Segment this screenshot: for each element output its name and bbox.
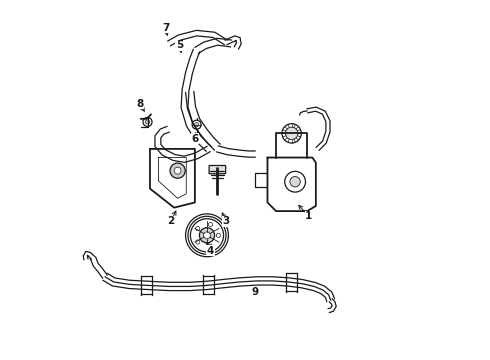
Text: 5: 5 [176, 40, 183, 50]
Text: 1: 1 [305, 211, 313, 221]
Text: 9: 9 [252, 287, 259, 297]
Text: 6: 6 [191, 134, 198, 144]
Circle shape [196, 240, 200, 244]
Text: 3: 3 [222, 216, 230, 226]
Text: 8: 8 [136, 99, 143, 109]
Circle shape [170, 163, 185, 178]
Circle shape [192, 120, 201, 129]
Circle shape [208, 244, 213, 248]
Text: 4: 4 [207, 246, 214, 256]
Circle shape [143, 117, 152, 126]
Text: 2: 2 [167, 216, 174, 226]
Circle shape [282, 124, 301, 143]
Circle shape [195, 123, 198, 127]
Circle shape [208, 222, 213, 226]
Circle shape [196, 226, 200, 231]
Circle shape [174, 167, 181, 174]
Circle shape [285, 171, 305, 192]
Circle shape [290, 176, 300, 187]
Circle shape [203, 232, 210, 239]
Circle shape [146, 120, 149, 124]
Circle shape [216, 233, 220, 237]
Text: 7: 7 [162, 23, 169, 33]
FancyBboxPatch shape [209, 166, 226, 174]
Circle shape [286, 127, 298, 140]
Circle shape [199, 228, 215, 243]
